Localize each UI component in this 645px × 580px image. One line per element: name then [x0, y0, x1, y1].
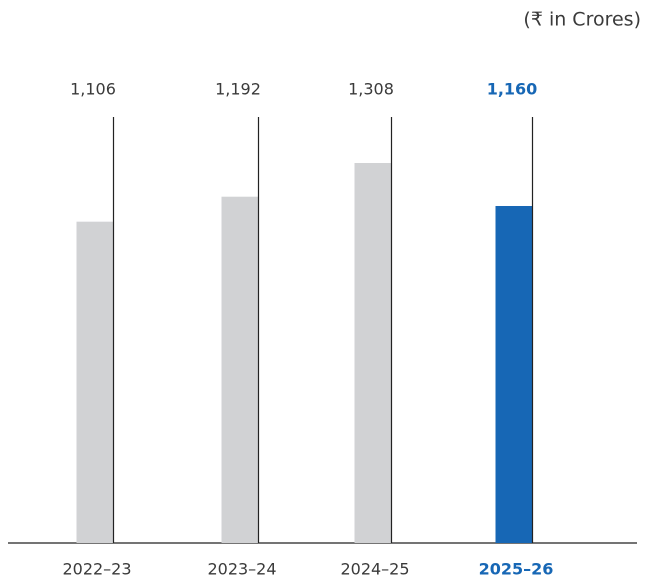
category-label: 2025–26 [479, 560, 554, 579]
category-label: 2023–24 [207, 560, 276, 579]
bar [495, 205, 533, 543]
value-label: 1,106 [70, 80, 116, 99]
unit-label: (₹ in Crores) [523, 9, 641, 31]
bar [354, 163, 392, 543]
category-label: 2022–23 [62, 560, 131, 579]
category-label: 2024–25 [340, 560, 409, 579]
bar [221, 196, 259, 543]
value-label: 1,160 [487, 80, 538, 99]
value-label: 1,308 [348, 80, 394, 99]
bar [76, 221, 114, 544]
value-label: 1,192 [215, 80, 261, 99]
